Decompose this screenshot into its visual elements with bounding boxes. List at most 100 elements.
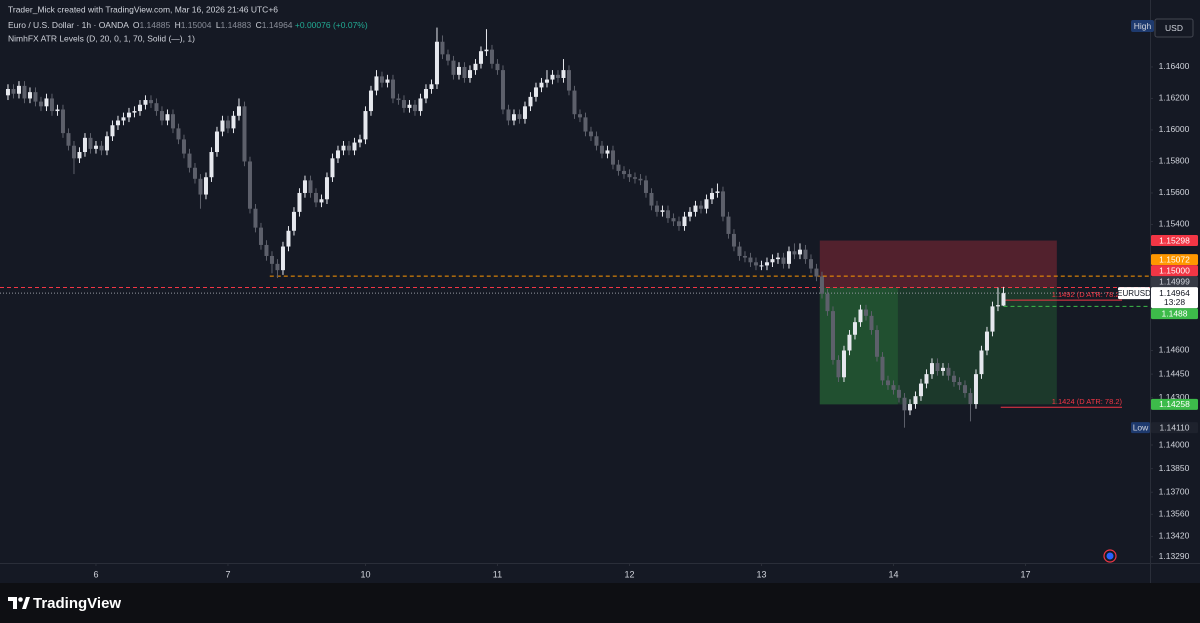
candle-body	[115, 120, 120, 126]
candle-body	[962, 385, 967, 394]
candle-body	[71, 145, 76, 159]
candle-body	[99, 145, 104, 151]
candle-body	[253, 208, 258, 228]
price-label: 1.14258	[1159, 399, 1190, 409]
candle-body	[940, 367, 945, 371]
candle-body	[748, 257, 753, 263]
candle-body	[38, 101, 43, 107]
candle-body	[418, 98, 423, 112]
x-tick-label: 12	[624, 569, 634, 579]
candle-body	[863, 309, 868, 316]
candle-body	[737, 246, 742, 256]
candle-body	[506, 109, 511, 121]
candle-body	[341, 145, 346, 151]
candle-body	[973, 374, 978, 405]
x-tick-label: 11	[493, 569, 502, 579]
alert-icon[interactable]	[1103, 549, 1117, 563]
candle-body	[979, 350, 984, 375]
candle-body	[242, 106, 247, 162]
y-tick-label: 1.16000	[1159, 124, 1190, 134]
candle-body	[429, 84, 434, 90]
x-tick-label: 17	[1020, 569, 1030, 579]
candle-body	[913, 396, 918, 405]
candle-body	[110, 125, 115, 137]
price-label: 1.15298	[1159, 235, 1190, 245]
candle-body	[511, 114, 516, 121]
candle-body	[874, 330, 879, 357]
candle-body	[467, 70, 472, 78]
candle-body	[445, 54, 450, 61]
candle-body	[209, 152, 214, 178]
ticker-box	[1118, 287, 1150, 300]
candle-body	[203, 177, 208, 195]
candle-body	[484, 49, 489, 52]
ohlc-value: 1.14883	[221, 20, 252, 30]
y-tick-label: 1.13700	[1159, 487, 1190, 497]
candle-body	[82, 137, 87, 153]
candle-body	[665, 210, 670, 219]
candle-body	[561, 70, 566, 78]
candle-body	[935, 363, 940, 371]
atr-label: 1.1424 (D ATR: 78.2)	[1052, 397, 1123, 406]
candle-body	[121, 117, 126, 121]
y-tick-label: 1.13850	[1159, 463, 1190, 473]
candle-body	[412, 104, 417, 112]
candle-body	[247, 161, 252, 209]
candle-body	[792, 251, 797, 255]
candle-body	[291, 211, 296, 231]
candle-body	[269, 255, 274, 264]
candle-body	[27, 92, 32, 99]
candle-body	[495, 63, 500, 71]
candle-body	[836, 359, 841, 378]
candle-body	[319, 199, 324, 203]
price-label-box	[1151, 276, 1198, 288]
candle-body	[544, 79, 549, 83]
candle-body	[825, 293, 830, 312]
candle-body	[60, 109, 65, 134]
candle-body	[594, 136, 599, 146]
candle-body	[93, 145, 98, 149]
currency[interactable]: USD	[1165, 23, 1183, 33]
price-tag-box	[1131, 422, 1150, 434]
symbol: Euro / U.S. Dollar · 1h · OANDA	[8, 20, 129, 30]
price-label: 1.14110	[1159, 422, 1189, 432]
candle-body	[896, 389, 901, 398]
candle-body	[616, 164, 621, 171]
candle-body	[786, 251, 791, 264]
currency-box[interactable]	[1154, 18, 1194, 38]
candle-body	[225, 120, 230, 129]
candle-body	[621, 170, 626, 175]
candle-body	[687, 211, 692, 217]
logo-part	[22, 597, 30, 609]
candle-body	[847, 334, 852, 351]
candle-body	[869, 315, 874, 331]
candle-body	[148, 100, 153, 104]
ohlc-value: 1.14885	[139, 20, 170, 30]
candle-body	[808, 259, 813, 269]
candle-body	[352, 142, 357, 151]
candle-body	[599, 145, 604, 154]
candle-body	[192, 167, 197, 179]
price-label-box	[1151, 287, 1198, 309]
candle-body	[566, 70, 571, 91]
candle-body	[473, 63, 478, 71]
brand: TradingView	[33, 595, 121, 612]
candle-body	[55, 109, 60, 112]
candle-body	[539, 82, 544, 88]
symbol-legend: Euro / U.S. Dollar · 1h · OANDA O1.14885…	[8, 20, 368, 30]
candle-body	[852, 322, 857, 335]
candle-body	[572, 90, 577, 115]
candle-body	[231, 115, 236, 129]
watermark: Trader_Mick created with TradingView.com…	[8, 4, 278, 14]
candle-body	[929, 363, 934, 375]
candle-body	[803, 249, 808, 260]
x-tick-label: 6	[93, 569, 98, 579]
alert-icon-core[interactable]	[1106, 552, 1114, 560]
candle-body	[957, 382, 962, 386]
candle-body	[258, 227, 263, 245]
candle-body	[181, 139, 186, 154]
candle-body	[275, 263, 280, 271]
y-tick-label: 1.14600	[1159, 345, 1190, 355]
candle-body	[462, 66, 467, 78]
